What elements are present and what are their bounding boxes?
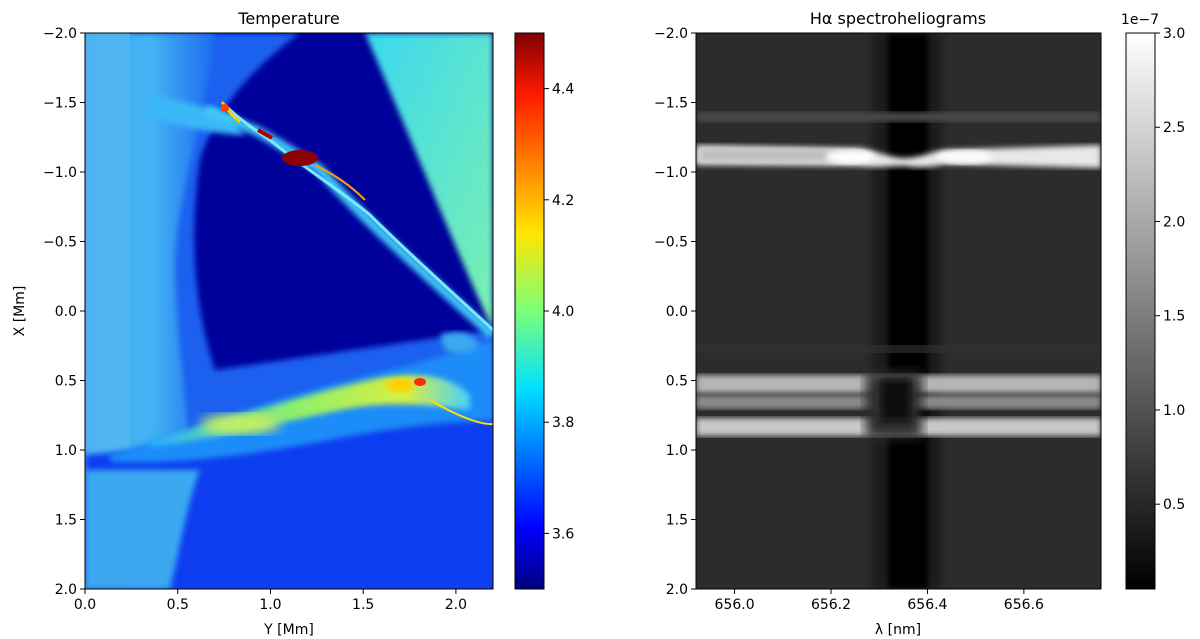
halpha-x-tick-label: 656.4 xyxy=(907,597,947,613)
temperature-y-tick-label: 2.0 xyxy=(55,582,77,598)
halpha-image xyxy=(696,33,1101,589)
temperature-image xyxy=(85,33,493,589)
halpha-colorbar-tick-label: 0.5 xyxy=(1163,497,1185,513)
halpha-colorbar-tick-label: 2.5 xyxy=(1163,120,1185,136)
temperature-colorbar-ticks: 3.6 3.8 4.0 4.2 4.4 xyxy=(544,82,574,542)
temperature-y-tick-label: −2.0 xyxy=(43,26,77,42)
halpha-colorbar-tick-label: 1.0 xyxy=(1163,403,1185,419)
temperature-colorbar-tick-label: 4.0 xyxy=(552,304,574,320)
temperature-colorbar-tick-label: 3.6 xyxy=(552,526,574,542)
temperature-colorbar-tick-label: 4.2 xyxy=(552,193,574,209)
temperature-ylabel: X [Mm] xyxy=(12,286,28,337)
halpha-y-ticks: −2.0 −1.5 −1.0 −0.5 0.0 0.5 1.0 1.5 2.0 xyxy=(654,26,696,598)
halpha-x-tick-label: 656.0 xyxy=(715,597,755,613)
halpha-y-tick-label: 2.0 xyxy=(666,582,688,598)
temperature-y-tick-label: −1.5 xyxy=(43,96,77,112)
halpha-y-tick-label: −2.0 xyxy=(654,26,688,42)
halpha-x-tick-label: 656.6 xyxy=(1004,597,1044,613)
halpha-y-tick-label: 0.0 xyxy=(666,304,688,320)
halpha-y-tick-label: −1.5 xyxy=(654,96,688,112)
halpha-x-tick-label: 656.2 xyxy=(811,597,851,613)
temperature-x-tick-label: 2.0 xyxy=(445,597,467,613)
temperature-x-tick-label: 1.0 xyxy=(259,597,281,613)
temperature-x-ticks: 0.0 0.5 1.0 1.5 2.0 xyxy=(74,589,467,613)
halpha-colorbar-tick-label: 2.0 xyxy=(1163,214,1185,230)
halpha-colorbar-tick-label: 3.0 xyxy=(1163,26,1185,42)
temperature-colorbar-tick-label: 4.4 xyxy=(552,82,574,98)
temperature-title: Temperature xyxy=(237,9,339,28)
halpha-xlabel: λ [nm] xyxy=(875,622,921,638)
halpha-y-tick-label: 0.5 xyxy=(666,374,688,390)
halpha-y-tick-label: 1.5 xyxy=(666,513,688,529)
temperature-colorbar-tick-label: 3.8 xyxy=(552,415,574,431)
halpha-colorbar xyxy=(1125,32,1156,590)
temperature-y-tick-label: 1.5 xyxy=(55,513,77,529)
temperature-x-tick-label: 1.5 xyxy=(352,597,374,613)
halpha-colorbar-ticks: 0.5 1.0 1.5 2.0 2.5 3.0 xyxy=(1155,26,1185,513)
temperature-y-tick-label: 0.5 xyxy=(55,374,77,390)
halpha-title: Hα spectroheliograms xyxy=(810,9,986,28)
temperature-xlabel: Y [Mm] xyxy=(263,622,314,638)
temperature-x-tick-label: 0.5 xyxy=(167,597,189,613)
halpha-x-ticks: 656.0 656.2 656.4 656.6 xyxy=(715,589,1044,613)
halpha-colorbar-multiplier: 1e−7 xyxy=(1121,12,1159,28)
halpha-y-tick-label: 1.0 xyxy=(666,443,688,459)
temperature-y-tick-label: −0.5 xyxy=(43,235,77,251)
halpha-colorbar-tick-label: 1.5 xyxy=(1163,309,1185,325)
temperature-y-ticks: −2.0 −1.5 −1.0 −0.5 0.0 0.5 1.0 1.5 2.0 xyxy=(43,26,85,598)
halpha-y-tick-label: −0.5 xyxy=(654,235,688,251)
temperature-y-tick-label: 1.0 xyxy=(55,443,77,459)
halpha-y-tick-label: −1.0 xyxy=(654,165,688,181)
temperature-y-tick-label: 0.0 xyxy=(55,304,77,320)
temperature-y-tick-label: −1.0 xyxy=(43,165,77,181)
temperature-x-tick-label: 0.0 xyxy=(74,597,96,613)
temperature-colorbar xyxy=(514,32,545,590)
